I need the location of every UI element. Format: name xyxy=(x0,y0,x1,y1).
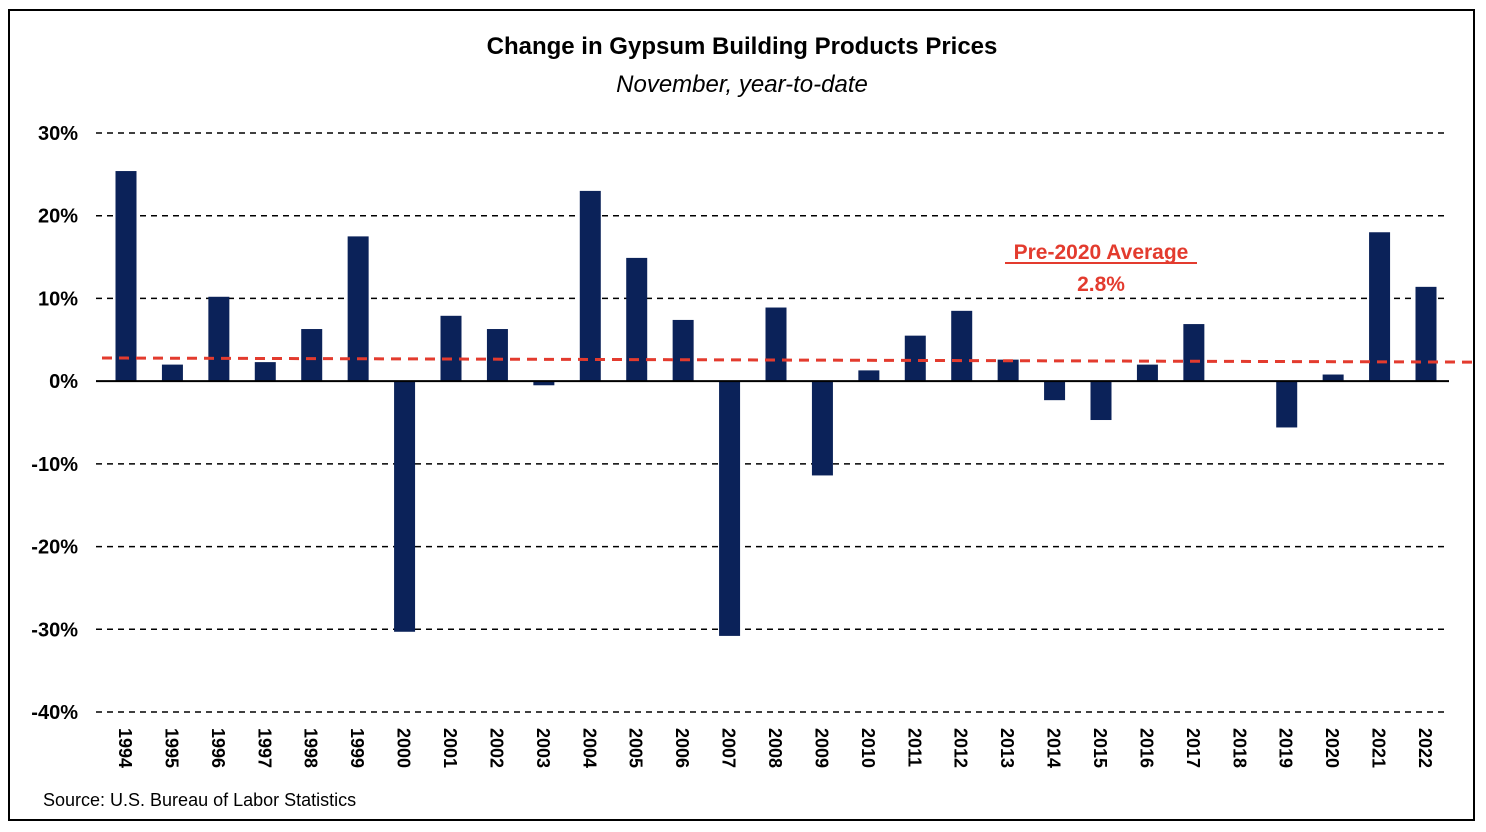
x-tick-label: 2019 xyxy=(1276,728,1296,768)
bar-1995 xyxy=(161,364,183,382)
x-tick-label: 2000 xyxy=(394,728,414,768)
bar-2021 xyxy=(1369,232,1391,382)
chart-title: Change in Gypsum Building Products Price… xyxy=(487,33,998,60)
x-tick-label: 2003 xyxy=(533,728,553,768)
x-tick-label: 2010 xyxy=(858,728,878,768)
bar-2003 xyxy=(533,381,555,386)
x-tick-label: 2017 xyxy=(1183,728,1203,768)
x-tick-label: 2005 xyxy=(626,728,646,768)
bar-1994 xyxy=(115,171,137,382)
bar-2016 xyxy=(1136,364,1158,382)
y-tick-label: -40% xyxy=(31,702,78,724)
x-tick-label: 1999 xyxy=(347,728,367,768)
x-tick-label: 1994 xyxy=(115,728,135,768)
y-tick-label: 20% xyxy=(38,206,78,228)
x-tick-label: 2004 xyxy=(579,728,599,768)
y-tick-label: -10% xyxy=(31,454,78,476)
bar-2022 xyxy=(1415,286,1437,382)
bar-1996 xyxy=(208,296,230,382)
y-tick-label: -20% xyxy=(31,537,78,559)
y-tick-label: 0% xyxy=(49,371,78,393)
x-tick-label: 2009 xyxy=(811,728,831,768)
x-axis-ticks: 1994 1995 1996 1997 1998 1999 2000 2001 2002 2003… xyxy=(115,728,1435,768)
gridlines xyxy=(96,132,1449,713)
x-tick-label: 2016 xyxy=(1136,728,1156,768)
bar-2002 xyxy=(486,329,508,382)
x-tick-label: 1997 xyxy=(254,728,274,768)
y-tick-label: 10% xyxy=(38,288,78,310)
bar-1999 xyxy=(347,236,369,382)
bar-2010 xyxy=(858,370,880,382)
x-tick-label: 2011 xyxy=(904,728,924,767)
x-tick-label: 2018 xyxy=(1229,728,1249,768)
x-tick-label: 2012 xyxy=(951,728,971,768)
bar-1997 xyxy=(254,362,276,382)
bar-2004 xyxy=(579,190,601,382)
bar-2000 xyxy=(394,381,416,632)
x-tick-label: 1996 xyxy=(208,728,228,768)
y-axis-ticks: 30% 20% 10% 0% -10% -20% -30% -40% xyxy=(31,123,78,724)
x-tick-label: 2007 xyxy=(719,728,739,768)
bars xyxy=(115,171,1437,636)
x-tick-label: 2008 xyxy=(765,728,785,768)
bar-2005 xyxy=(626,257,648,382)
x-tick-label: 2021 xyxy=(1369,728,1389,768)
x-tick-label: 2002 xyxy=(486,728,506,768)
y-tick-label: -30% xyxy=(31,619,78,641)
chart-subtitle: November, year-to-date xyxy=(616,71,868,98)
bar-2014 xyxy=(1044,381,1066,401)
bar-2019 xyxy=(1276,381,1298,428)
x-tick-label: 2006 xyxy=(672,728,692,768)
source-note: Source: U.S. Bureau of Labor Statistics xyxy=(43,790,356,810)
chart-frame xyxy=(8,9,1475,821)
bar-2020 xyxy=(1322,374,1344,382)
x-tick-label: 2015 xyxy=(1090,728,1110,768)
x-tick-label: 2013 xyxy=(997,728,1017,768)
x-tick-label: 1995 xyxy=(161,728,181,768)
y-tick-label: 30% xyxy=(38,123,78,145)
x-tick-label: 1998 xyxy=(301,728,321,768)
bar-1998 xyxy=(301,329,323,382)
bar-2006 xyxy=(672,319,694,382)
bar-2013 xyxy=(997,359,1019,382)
bar-2008 xyxy=(765,307,787,382)
bar-2011 xyxy=(904,335,926,382)
average-line xyxy=(101,356,1475,364)
x-tick-label: 2014 xyxy=(1044,728,1064,768)
x-tick-label: 2022 xyxy=(1415,728,1435,768)
x-tick-label: 2001 xyxy=(440,728,460,768)
x-tick-label: 2020 xyxy=(1322,728,1342,768)
average-value-label: 2.8% xyxy=(1077,273,1125,296)
average-label: Pre-2020 Average xyxy=(1014,241,1189,264)
bar-2017 xyxy=(1183,324,1205,382)
bar-2012 xyxy=(951,310,973,382)
bar-2009 xyxy=(811,381,833,476)
bar-2001 xyxy=(440,315,462,382)
bar-2007 xyxy=(719,381,741,636)
bar-2015 xyxy=(1090,381,1112,421)
